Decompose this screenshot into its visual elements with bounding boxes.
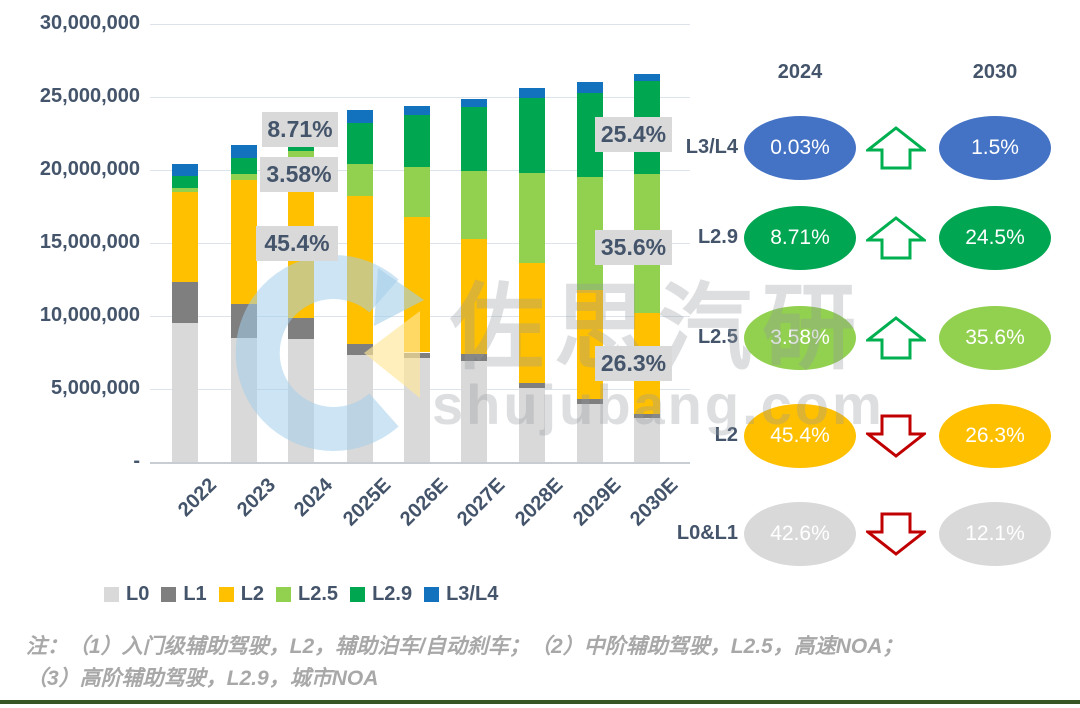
x-axis-line [150,462,690,464]
bar-segment-l0 [519,388,545,462]
bar-segment-l2 [172,191,198,283]
panel-value-2030: 1.5% [939,116,1051,180]
panel-row-label: L0&L1 [676,522,738,544]
bar-segment-l25 [519,172,545,264]
note-text-line2: （3）高阶辅助驾驶，L2.9，城市NOA [26,667,379,690]
legend-label: L2.9 [372,583,413,605]
panel-value-2024: 45.4% [744,404,856,468]
legend-item: L3/L4 [424,583,498,606]
y-axis-tick-label: 10,000,000 [39,304,140,326]
panel-value-2024: 3.58% [744,306,856,370]
bar-segment-l29 [172,175,198,188]
bar-segment-l29 [519,98,545,173]
panel-row-label: L3/L4 [685,136,738,158]
trend-down-icon [863,414,929,458]
bar-segment-l3l4 [172,164,198,176]
legend-item: L2 [218,583,265,606]
bar-segment-l3l4 [519,88,545,99]
trend-up-icon [863,216,929,260]
y-axis-tick-label: - [133,450,140,472]
legend-label: L3/L4 [446,583,499,605]
bar-segment-l3l4 [577,82,603,93]
bar-segment-l1 [577,399,603,405]
legend-item: L1 [161,583,207,606]
bar-segment-l29 [404,114,430,168]
bar-segment-l0 [172,323,198,462]
legend-item: L0 [104,583,149,606]
panel-value-2030: 26.3% [939,404,1051,468]
y-axis-tick-label: 25,000,000 [39,85,140,107]
y-axis-tick-label: 30,000,000 [39,12,140,34]
legend-swatch [350,587,366,602]
panel-column-header-2030: 2030 [972,61,1018,83]
panel-value-2024: 8.71% [744,206,856,270]
bar-segment-l25 [461,171,487,239]
legend-label: L0 [126,583,150,605]
chart-annotation: 8.71% [262,112,338,147]
chart-annotation: 25.4% [595,117,672,152]
panel-value-2030: 24.5% [939,206,1051,270]
bar-segment-l1 [519,383,545,389]
legend-swatch [161,587,177,602]
bar-segment-l0 [634,418,660,462]
bar-segment-l3l4 [404,106,430,115]
panel-row-label: L2.9 [697,226,738,248]
bar-segment-l1 [461,353,487,362]
panel-row-label: L2.5 [697,326,738,348]
trend-down-icon [863,512,929,556]
bar-segment-l0 [577,404,603,462]
panel-column-header-2024: 2024 [777,61,823,83]
legend-item: L2.5 [276,583,338,606]
bar-segment-l25 [172,187,198,192]
bottom-divider [0,700,1080,704]
bar-segment-l0 [461,361,487,462]
bar-segment-l25 [231,174,257,181]
bar-segment-l29 [347,123,373,165]
bar-segment-l2 [461,238,487,354]
legend-swatch [104,587,119,602]
bar-segment-l3l4 [634,73,660,81]
gridline [150,97,690,98]
y-axis-tick-label: 15,000,000 [39,231,140,253]
legend-swatch [218,587,234,602]
y-axis-tick-label: 20,000,000 [39,158,140,180]
panel-row-label: L2 [714,424,738,446]
panel-value-2030: 35.6% [939,306,1051,370]
trend-up-icon [863,316,929,360]
bar-segment-l29 [231,158,257,175]
bar-segment-l29 [461,107,487,172]
legend-label: L2 [240,583,265,605]
legend-swatch [276,587,292,602]
chart-annotation: 45.4% [256,226,338,261]
gridline [150,24,690,25]
bar-segment-l3l4 [461,99,487,108]
y-axis-tick-label: 5,000,000 [51,377,140,399]
legend-label: L2.5 [298,583,339,605]
legend-swatch [424,587,440,602]
legend-label: L1 [183,583,207,605]
bar-segment-l3l4 [231,145,257,159]
panel-value-2024: 42.6% [744,502,856,566]
bar-segment-l3l4 [347,110,373,124]
bar-segment-l1 [172,282,198,324]
note-text-line1: 注：（1）入门级辅助驾驶，L2，辅助泊车/自动刹车；（2）中阶辅助驾驶，L2.5… [26,635,904,658]
bar-segment-l1 [634,413,660,419]
bar-segment-l25 [347,164,373,197]
chart-annotation: 3.58% [260,157,338,192]
panel-value-2024: 0.03% [744,116,856,180]
panel-value-2030: 12.1% [939,502,1051,566]
bar-segment-l2 [519,263,545,384]
legend-item: L2.9 [350,583,412,606]
chart-annotation: 26.3% [595,346,672,381]
trend-up-icon [863,126,929,170]
chart-legend: L0 L1 L2 L2.5 L2.9 L3/L4 [104,583,498,606]
chart-annotation: 35.6% [595,230,672,265]
bar-segment-l25 [404,167,430,217]
